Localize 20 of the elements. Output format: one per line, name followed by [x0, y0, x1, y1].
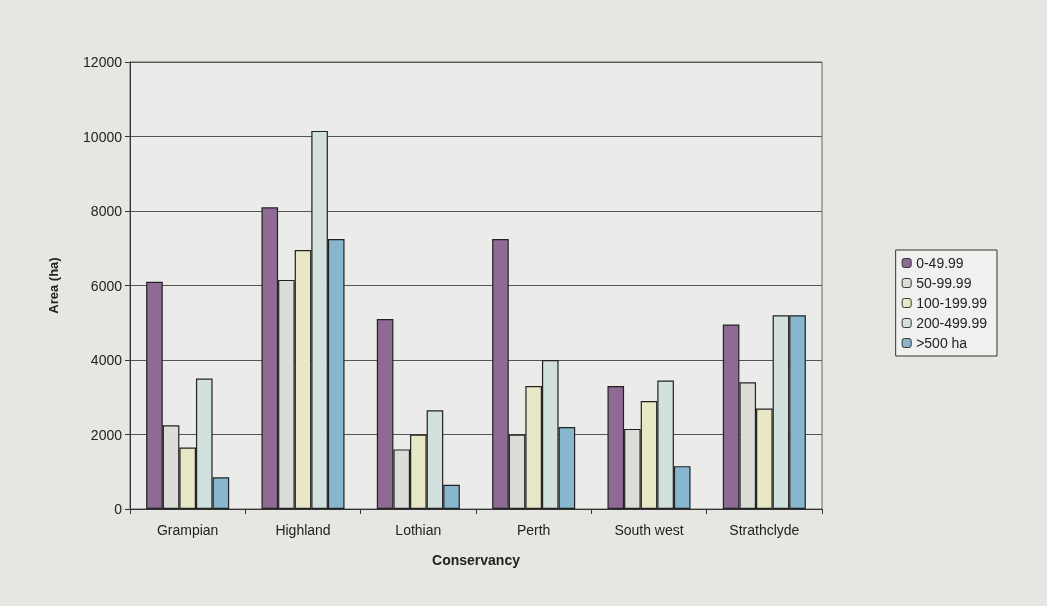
- legend-label: 200-499.99: [916, 315, 988, 331]
- legend-label: 50-99.99: [916, 275, 972, 291]
- legend-label: 0-49.99: [916, 255, 964, 271]
- y-tick-label: 4000: [90, 352, 123, 368]
- x-tick-label: Lothian: [395, 522, 442, 538]
- y-axis-title: Area (ha): [46, 257, 61, 314]
- legend-label: >500 ha: [916, 335, 968, 351]
- x-tick-label: Highland: [275, 522, 331, 538]
- y-tick-label: 0: [114, 501, 123, 517]
- x-tick-label: South west: [614, 522, 684, 538]
- y-tick-label: 2000: [90, 426, 123, 443]
- x-tick-label: Strathclyde: [729, 522, 800, 538]
- y-tick-label: 12000: [83, 54, 123, 70]
- x-tick-label: Grampian: [156, 522, 219, 538]
- y-tick-label: 8000: [90, 203, 123, 219]
- y-tick-label: 6000: [90, 277, 123, 294]
- x-tick-label: Perth: [516, 522, 551, 538]
- x-axis-title: Conservancy: [432, 552, 521, 568]
- legend-label: 100-199.99: [916, 295, 988, 311]
- y-tick-label: 10000: [83, 128, 123, 145]
